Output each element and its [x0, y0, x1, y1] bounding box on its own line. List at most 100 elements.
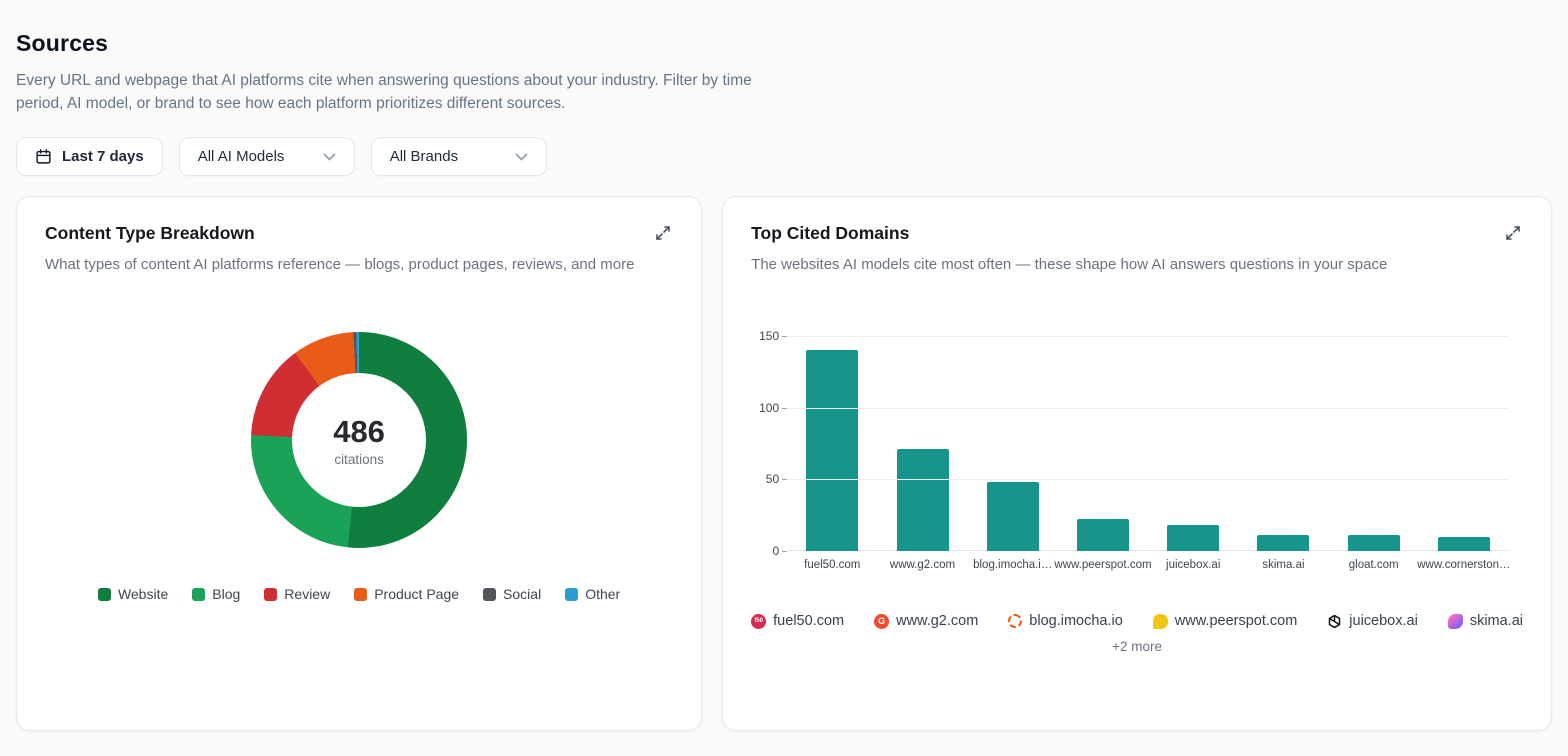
date-range-button[interactable]: Last 7 days [16, 137, 163, 176]
x-axis-label: www.cornerston… [1417, 559, 1511, 571]
citations-total: 486 [333, 413, 385, 449]
domain-chip[interactable]: f50 fuel50.com [751, 613, 844, 629]
page-description: Every URL and webpage that AI platforms … [16, 72, 752, 112]
top-domains-card-title: Top Cited Domains [751, 223, 910, 243]
domain-chip-label: www.g2.com [896, 613, 979, 629]
donut-center: 486 citations [292, 373, 427, 507]
legend-label: Blog [212, 586, 241, 602]
domain-chip[interactable]: blog.imocha.io [1008, 613, 1123, 629]
legend-swatch [97, 587, 111, 601]
top-domains-bar-chart: 0 50 100 150 fuel50.com www.g2.com blog.imoch… [751, 329, 1523, 571]
date-range-label: Last 7 days [62, 148, 144, 165]
legend-label: Other [585, 586, 621, 602]
domain-chip-label: www.peerspot.com [1174, 613, 1298, 629]
chevron-down-icon [515, 153, 528, 161]
legend-swatch [565, 587, 579, 601]
expand-diagonal-icon[interactable] [653, 223, 673, 243]
legend-label: Website [117, 586, 169, 602]
ai-model-value: All AI Models [197, 148, 285, 165]
citations-unit-label: citations [334, 451, 384, 467]
y-axis-tick-mark [782, 551, 788, 552]
domain-bar[interactable] [1347, 535, 1400, 551]
sources-page: Sources Every URL and webpage that AI pl… [16, 30, 1552, 731]
bar-column: juicebox.ai [1148, 336, 1238, 571]
legend-item[interactable]: Review [264, 586, 330, 602]
domain-chip-label: fuel50.com [773, 613, 845, 629]
y-axis-tick: 50 [765, 472, 780, 487]
y-axis-tick: 150 [759, 329, 780, 343]
legend-swatch [264, 587, 278, 601]
domain-bar[interactable] [896, 449, 949, 551]
bar-column: blog.imocha.i… [968, 336, 1058, 571]
domain-chip[interactable]: juicebox.ai [1327, 613, 1418, 629]
gridline [787, 336, 1509, 337]
domain-bar[interactable] [1076, 519, 1129, 551]
gridline [787, 407, 1509, 409]
bar-column: www.peerspot.com [1054, 336, 1152, 571]
x-axis-label: gloat.com [1348, 559, 1399, 571]
y-axis-tick: 100 [759, 400, 780, 415]
domain-bar[interactable] [806, 350, 859, 551]
domain-chip-label: blog.imocha.io [1029, 613, 1123, 629]
x-axis-label: fuel50.com [804, 559, 861, 571]
filter-bar: Last 7 days All AI Models All Brands [16, 137, 1552, 176]
cards-row: Content Type Breakdown What types of con… [16, 196, 1552, 731]
x-axis-label: skima.ai [1262, 559, 1305, 571]
more-domains-link[interactable]: +2 more [1112, 639, 1163, 654]
legend-item[interactable]: Social [483, 586, 541, 602]
x-axis-label: juicebox.ai [1166, 559, 1221, 571]
legend-label: Review [284, 586, 331, 602]
chevron-down-icon [323, 153, 336, 161]
legend-item[interactable]: Product Page [354, 586, 459, 602]
ai-model-select[interactable]: All AI Models [178, 137, 355, 176]
legend-item[interactable]: Blog [192, 586, 240, 602]
y-axis-tick-mark [782, 336, 788, 337]
x-axis-label: www.peerspot.com [1054, 559, 1152, 571]
bar-plot-area: fuel50.com www.g2.com blog.imocha.i… www.pe… [787, 336, 1511, 571]
x-axis-line [787, 550, 1509, 551]
y-axis-tick-mark [782, 407, 788, 409]
imocha-favicon [1008, 614, 1023, 628]
y-axis: 0 50 100 150 [751, 329, 788, 558]
expand-diagonal-icon[interactable] [1503, 223, 1523, 243]
domain-chip[interactable]: www.peerspot.com [1152, 613, 1298, 629]
domain-bar[interactable] [986, 482, 1039, 551]
content-type-card-subtitle: What types of content AI platforms refer… [45, 256, 635, 273]
content-type-donut-chart[interactable]: 486 citations [251, 332, 468, 548]
gridline [787, 479, 1509, 481]
domain-chip[interactable]: skima.ai [1447, 613, 1523, 629]
legend-item[interactable]: Other [565, 586, 620, 602]
bar-column: gloat.com [1329, 336, 1419, 571]
x-axis-label: blog.imocha.i… [973, 559, 1053, 571]
content-type-legend: Website Blog Review Product Page Social Other [45, 586, 673, 602]
content-type-breakdown-card: Content Type Breakdown What types of con… [16, 196, 703, 731]
peerspot-favicon [1152, 613, 1168, 629]
domain-bar[interactable] [1167, 525, 1220, 551]
bar-column: www.g2.com [877, 336, 967, 571]
bar-column: skima.ai [1238, 336, 1328, 571]
domain-bar[interactable] [1437, 536, 1490, 551]
content-type-card-title: Content Type Breakdown [45, 223, 255, 243]
g2-favicon: G [874, 613, 890, 629]
legend-item[interactable]: Website [97, 586, 169, 602]
legend-swatch [192, 587, 206, 601]
legend-label: Product Page [374, 586, 460, 602]
juicebox-favicon [1327, 614, 1342, 629]
legend-swatch [354, 587, 368, 601]
domain-bar[interactable] [1257, 535, 1310, 551]
legend-swatch [483, 587, 497, 601]
brand-value: All Brands [389, 148, 459, 165]
top-cited-domains-card: Top Cited Domains The websites AI models… [722, 196, 1552, 731]
bar-column: www.cornerston… [1417, 336, 1511, 571]
bar-column: fuel50.com [787, 336, 877, 571]
x-axis-label: www.g2.com [889, 559, 956, 571]
skima-favicon [1447, 613, 1463, 629]
fuel50-favicon: f50 [751, 613, 767, 629]
domain-chip-label: juicebox.ai [1349, 613, 1418, 629]
legend-label: Social [503, 586, 542, 602]
page-title: Sources [16, 30, 109, 56]
brand-select[interactable]: All Brands [370, 137, 547, 176]
calendar-icon [35, 148, 52, 165]
